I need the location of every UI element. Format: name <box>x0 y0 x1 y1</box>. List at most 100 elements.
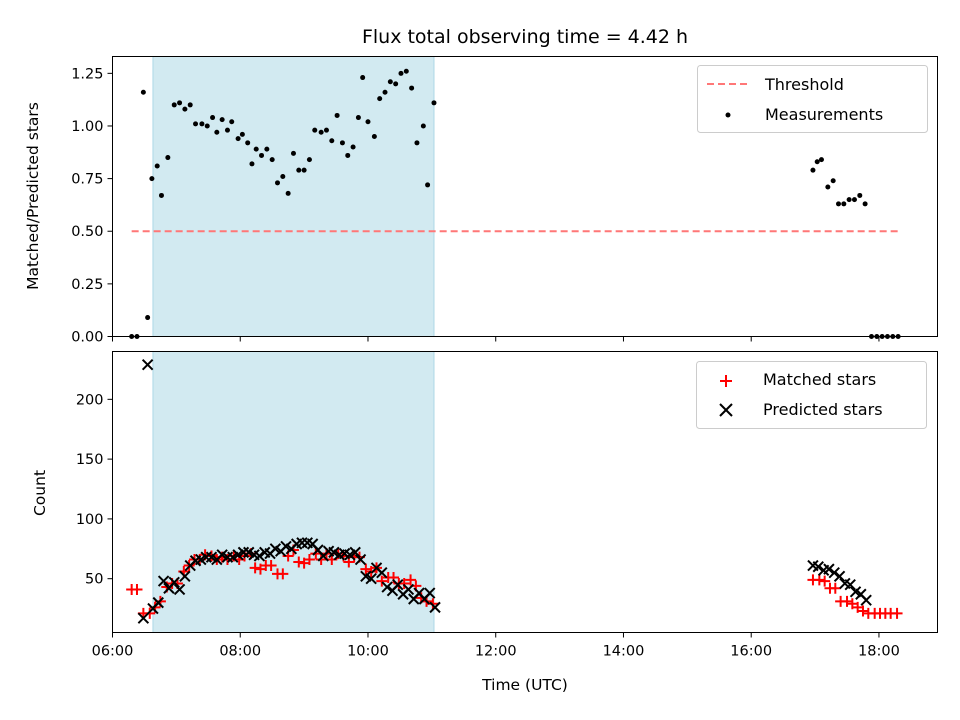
y-tick-label: 200 <box>76 392 104 408</box>
predicted-star-marker <box>402 583 415 596</box>
measurement-point <box>365 119 371 125</box>
measurement-point <box>862 201 868 207</box>
matched-star-marker <box>829 582 841 594</box>
matched-star-marker <box>293 556 305 568</box>
measurement-point <box>219 117 225 123</box>
measurement-point <box>193 121 199 127</box>
predicted-star-marker <box>823 563 835 575</box>
measurement-point <box>177 100 183 106</box>
predicted-star-marker <box>253 550 266 562</box>
predicted-star-marker <box>381 581 393 593</box>
matched-star-marker <box>131 583 143 595</box>
top-panel: 0.00 0.25 0.50 0.75 1.00 1.25 Matched/Predict… <box>24 56 938 346</box>
matched-star-marker <box>249 562 261 574</box>
measurement-point <box>398 70 404 76</box>
x-tick-label: 06:00 <box>92 644 134 660</box>
matched-star-marker <box>303 554 315 566</box>
top-legend-box <box>697 65 928 133</box>
bottom-legend-box <box>696 361 927 429</box>
predicted-star-marker <box>137 612 150 624</box>
measurement-point <box>290 150 296 156</box>
measurement-point <box>259 152 265 158</box>
matched-star-marker <box>376 575 388 587</box>
bottom-panel: 50 100 150 200 06:00 08:00 10:00 12:00 14:00 16:… <box>31 351 938 694</box>
measurement-point <box>345 152 351 158</box>
measurement-point <box>431 100 437 106</box>
y-tick-label: 0.75 <box>71 172 103 188</box>
chart-title: Flux total observing time = 4.42 h <box>362 26 688 48</box>
measurement-point <box>810 167 816 173</box>
measurement-point <box>158 192 164 198</box>
predicted-star-marker <box>860 594 872 606</box>
measurement-point <box>836 201 841 207</box>
measurement-point <box>149 176 155 182</box>
measurement-point <box>329 138 335 144</box>
bottom-plot-frame <box>112 351 938 633</box>
legend-measurements-label: Measurements <box>765 105 883 124</box>
x-tick-label: 10:00 <box>347 644 389 660</box>
legend-predicted-label: Predicted stars <box>763 400 883 419</box>
measurement-point <box>393 81 399 87</box>
predicted-star-marker <box>833 570 846 583</box>
measurement-point <box>165 155 171 161</box>
measurement-point <box>425 182 431 188</box>
measurement-point <box>145 315 151 321</box>
top-legend: Threshold Measurements <box>697 65 928 133</box>
measurement-point <box>846 197 852 203</box>
predicted-star-marker <box>152 596 164 609</box>
measurement-point <box>204 123 210 129</box>
matched-star-marker <box>405 574 417 586</box>
predicted-star-marker <box>844 578 856 591</box>
y-tick-label: 0.50 <box>71 224 103 240</box>
y-tick-label: 0.25 <box>71 277 103 293</box>
measurement-point <box>245 140 251 146</box>
y-tick-label: 100 <box>76 512 104 528</box>
measurement-point <box>312 127 318 133</box>
y-tick-label: 150 <box>76 452 104 468</box>
predicted-stars-points <box>137 358 872 624</box>
observing-span-band <box>152 56 435 337</box>
top-observing-span <box>152 56 435 337</box>
measurement-point <box>269 157 275 163</box>
matched-star-marker <box>277 568 289 580</box>
predicted-star-marker <box>179 570 191 583</box>
legend-threshold-label: Threshold <box>764 75 844 94</box>
measurement-point <box>301 167 307 173</box>
measurement-point <box>253 146 259 152</box>
x-tick-label: 14:00 <box>603 644 645 660</box>
matched-star-marker <box>360 563 372 575</box>
bottom-legend: Matched stars Predicted stars <box>696 361 927 429</box>
measurement-point <box>409 85 415 91</box>
measurement-point <box>830 178 836 184</box>
bottom-x-axis-ticks: 06:00 08:00 10:00 12:00 14:00 16:00 18:00 <box>92 632 900 660</box>
predicted-star-marker <box>157 575 170 587</box>
predicted-star-marker <box>365 572 377 585</box>
measurement-point <box>825 184 831 190</box>
measurement-point <box>214 129 220 135</box>
measurement-point <box>239 131 245 137</box>
predicted-star-marker <box>349 546 361 559</box>
measurement-point <box>851 197 857 203</box>
measurement-point <box>334 112 340 118</box>
measurement-point <box>154 163 160 169</box>
measurement-point <box>318 129 324 135</box>
measurement-point <box>371 134 377 139</box>
bottom-y-axis-label: Count <box>31 470 49 516</box>
top-y-axis-ticks: 0.00 0.25 0.50 0.75 1.00 1.25 <box>71 66 113 346</box>
measurement-point <box>285 190 291 196</box>
measurement-point <box>171 102 177 108</box>
measurement-point <box>224 127 230 133</box>
measurement-point <box>229 119 235 125</box>
bottom-y-axis-ticks: 50 100 150 200 <box>76 392 113 588</box>
measurement-point <box>339 140 345 146</box>
measurement-point <box>296 167 302 173</box>
measurement-point <box>403 68 409 74</box>
y-tick-label: 0.00 <box>71 330 103 346</box>
matched-star-marker <box>398 577 410 589</box>
top-x-axis-ticks <box>112 336 880 342</box>
matched-star-marker <box>819 575 831 587</box>
predicted-star-marker <box>392 578 404 591</box>
measurement-point <box>199 121 205 127</box>
y-tick-label: 1.00 <box>71 119 103 135</box>
